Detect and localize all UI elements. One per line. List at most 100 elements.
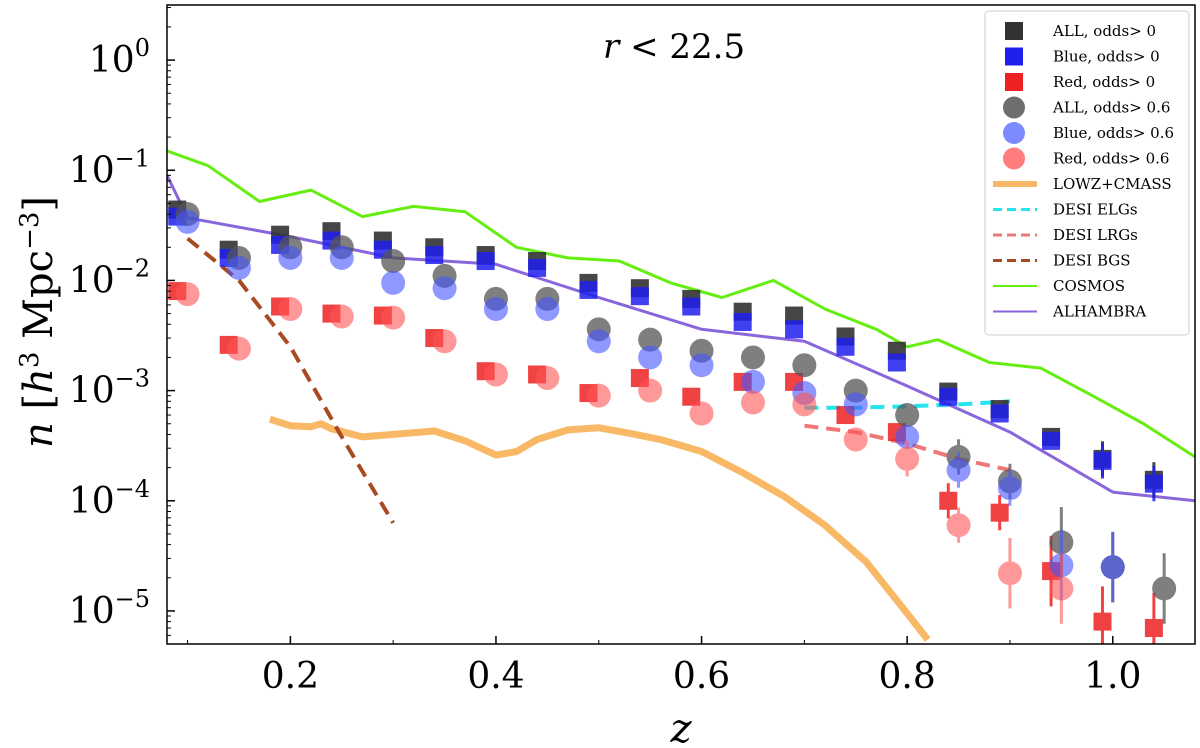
legend-marker [1005,22,1023,40]
y-tick-label: 100 [89,34,150,81]
data-point [990,404,1009,423]
data-point [895,403,920,428]
legend-label: ALL, odds> 0 [1052,22,1156,40]
legend-label: DESI BGS [1053,252,1131,270]
data-point [586,329,611,354]
x-tick-label: 0.8 [879,656,936,697]
data-point [175,282,200,307]
legend-marker [1005,73,1023,91]
legend-entry-desi-lrgs: DESI LRGs [993,226,1138,244]
legend-entry-blue-odds-0-6: Blue, odds> 0.6 [1003,122,1174,144]
data-point [638,327,663,352]
data-point [528,258,547,277]
data-point [483,362,508,387]
data-point [689,401,714,426]
data-point [946,458,971,483]
x-tick-label: 0.6 [673,656,730,697]
legend-label: Blue, odds> 0.6 [1053,124,1174,142]
data-point [939,491,958,510]
legend-entry-red-odds-0-6: Red, odds> 0.6 [1003,147,1169,170]
data-point [535,297,560,322]
cut-annotation: r < 22.5 [603,27,745,67]
data-point [381,249,406,274]
data-point [733,312,752,331]
data-point [939,387,958,406]
x-tick-label: 1.0 [1084,656,1141,697]
x-tick-label: 0.4 [467,656,524,697]
data-point [278,245,303,270]
legend-entry-red-odds-0: Red, odds> 0 [1005,73,1155,91]
data-point [329,245,354,270]
legend-entry-all-odds-0-6: ALL, odds> 0.6 [1003,96,1170,119]
y-tick-label: 10−4 [69,475,150,522]
data-point [381,305,406,330]
legend-marker [1003,122,1025,144]
legend-entry-lowz-cmass: LOWZ+CMASS [993,175,1172,193]
data-point [740,345,765,370]
data-point [425,246,444,265]
x-axis-label: z [669,706,692,748]
data-point [476,252,495,271]
legend-label: LOWZ+CMASS [1053,175,1172,193]
legend-marker [1003,96,1025,119]
data-point [278,297,303,322]
data-point [1100,555,1125,580]
legend-label: DESI ELGs [1053,201,1138,219]
legend-frame [984,10,1190,336]
data-point [483,297,508,322]
legend-label: Red, odds> 0 [1053,73,1155,91]
y-tick-label: 10−1 [69,144,150,191]
y-axis: 100 10−1 10−2 10−3 10−4 10−5 [69,7,175,636]
data-point [997,561,1022,586]
legend-marker [1005,47,1023,66]
legend-entry-cosmos: COSMOS [993,277,1125,295]
data-point [997,476,1022,501]
data-point [535,366,560,391]
data-point [895,446,920,471]
data-point [1049,576,1074,601]
legend-entry-desi-bgs: DESI BGS [993,252,1131,270]
data-point [1093,451,1112,470]
y-tick-label: 10−3 [69,365,150,412]
data-point [1093,612,1112,631]
data-point [226,255,251,280]
legend-label: ALHAMBRA [1052,303,1146,321]
data-point [579,280,598,299]
data-point [990,503,1009,522]
data-point [740,369,765,394]
series-red-odds-0-6 [175,282,1074,624]
data-point [1144,619,1163,638]
data-point [689,353,714,378]
data-point [843,427,868,452]
data-point [785,320,804,339]
data-point [887,353,906,372]
x-tick-label: 0.2 [262,656,319,697]
legend-entry-alhambra: ALHAMBRA [993,303,1146,321]
legend-entry-blue-odds-0: Blue, odds> 0 [1005,47,1160,66]
legend-entry-desi-elgs: DESI ELGs [993,201,1138,219]
data-point [638,378,663,403]
data-point [792,353,817,378]
legend-label: Blue, odds> 0 [1053,48,1160,66]
point-series-layer [168,200,1177,644]
data-point [895,424,920,449]
data-point [329,304,354,329]
x-axis: 0.2 0.4 0.6 0.8 1.0 [187,636,1141,697]
data-point [1152,576,1177,601]
line-lowz-cmass [268,415,931,642]
y-tick-label: 10−5 [69,585,150,632]
line-desi-lrgs [804,423,1011,473]
data-point [432,276,457,301]
data-point [792,392,817,417]
data-point [843,392,868,417]
data-point [1144,474,1163,493]
data-point [1042,431,1061,450]
data-point [785,306,804,325]
legend-label: COSMOS [1053,277,1125,295]
data-point [740,390,765,415]
series-blue-odds-0 [168,207,1163,502]
legend-marker [1003,147,1025,170]
data-point [432,329,457,354]
legend: ALL, odds> 0 Blue, odds> 0 Red, odds> 0 ALL… [984,10,1190,336]
